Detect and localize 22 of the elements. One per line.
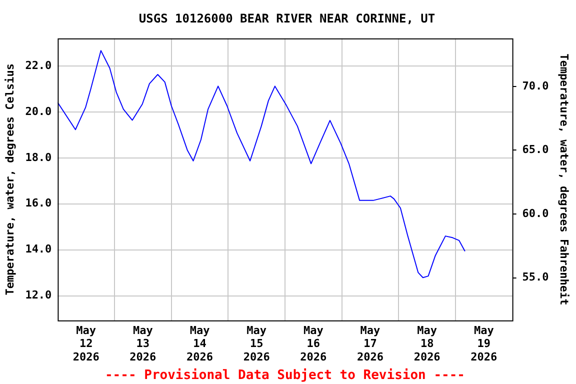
y-tick-label: 20.0 (25, 104, 52, 118)
y2-tick-label: 60.0 (522, 206, 549, 220)
x-tick-label: May 17 2026 (356, 324, 384, 364)
y2-tick-label: 70.0 (522, 79, 549, 92)
y-tick-label: 14.0 (25, 242, 52, 256)
y2-tick-label: 65.0 (522, 143, 549, 156)
y2-axis-title: Temperature, water, degrees Fahrenheit (558, 54, 571, 306)
y-tick-label: 12.0 (25, 288, 52, 302)
x-tick-label: May 19 2026 (470, 324, 498, 364)
x-tick-label: May 13 2026 (130, 324, 157, 364)
x-tick-label: May 18 2026 (414, 324, 441, 364)
x-tick-label: May 12 2026 (72, 324, 100, 364)
text: ---- Provisional Data Subject to Revision ---- (104, 368, 466, 383)
y-axis-title: Temperature, water, degrees Celsius (3, 64, 16, 296)
chart-title: USGS 10126000 BEAR RIVER NEAR CORINNE, UT (138, 11, 436, 26)
y2-tick-label: 55.0 (522, 270, 549, 284)
y-tick-label: 16.0 (25, 196, 52, 210)
x-tick-label: May 15 2026 (243, 324, 270, 364)
x-tick-label: May 16 2026 (300, 324, 328, 364)
y-tick-label: 18.0 (25, 150, 52, 164)
y-tick-label: 22.0 (25, 58, 52, 72)
x-tick-label: May 14 2026 (186, 324, 214, 364)
